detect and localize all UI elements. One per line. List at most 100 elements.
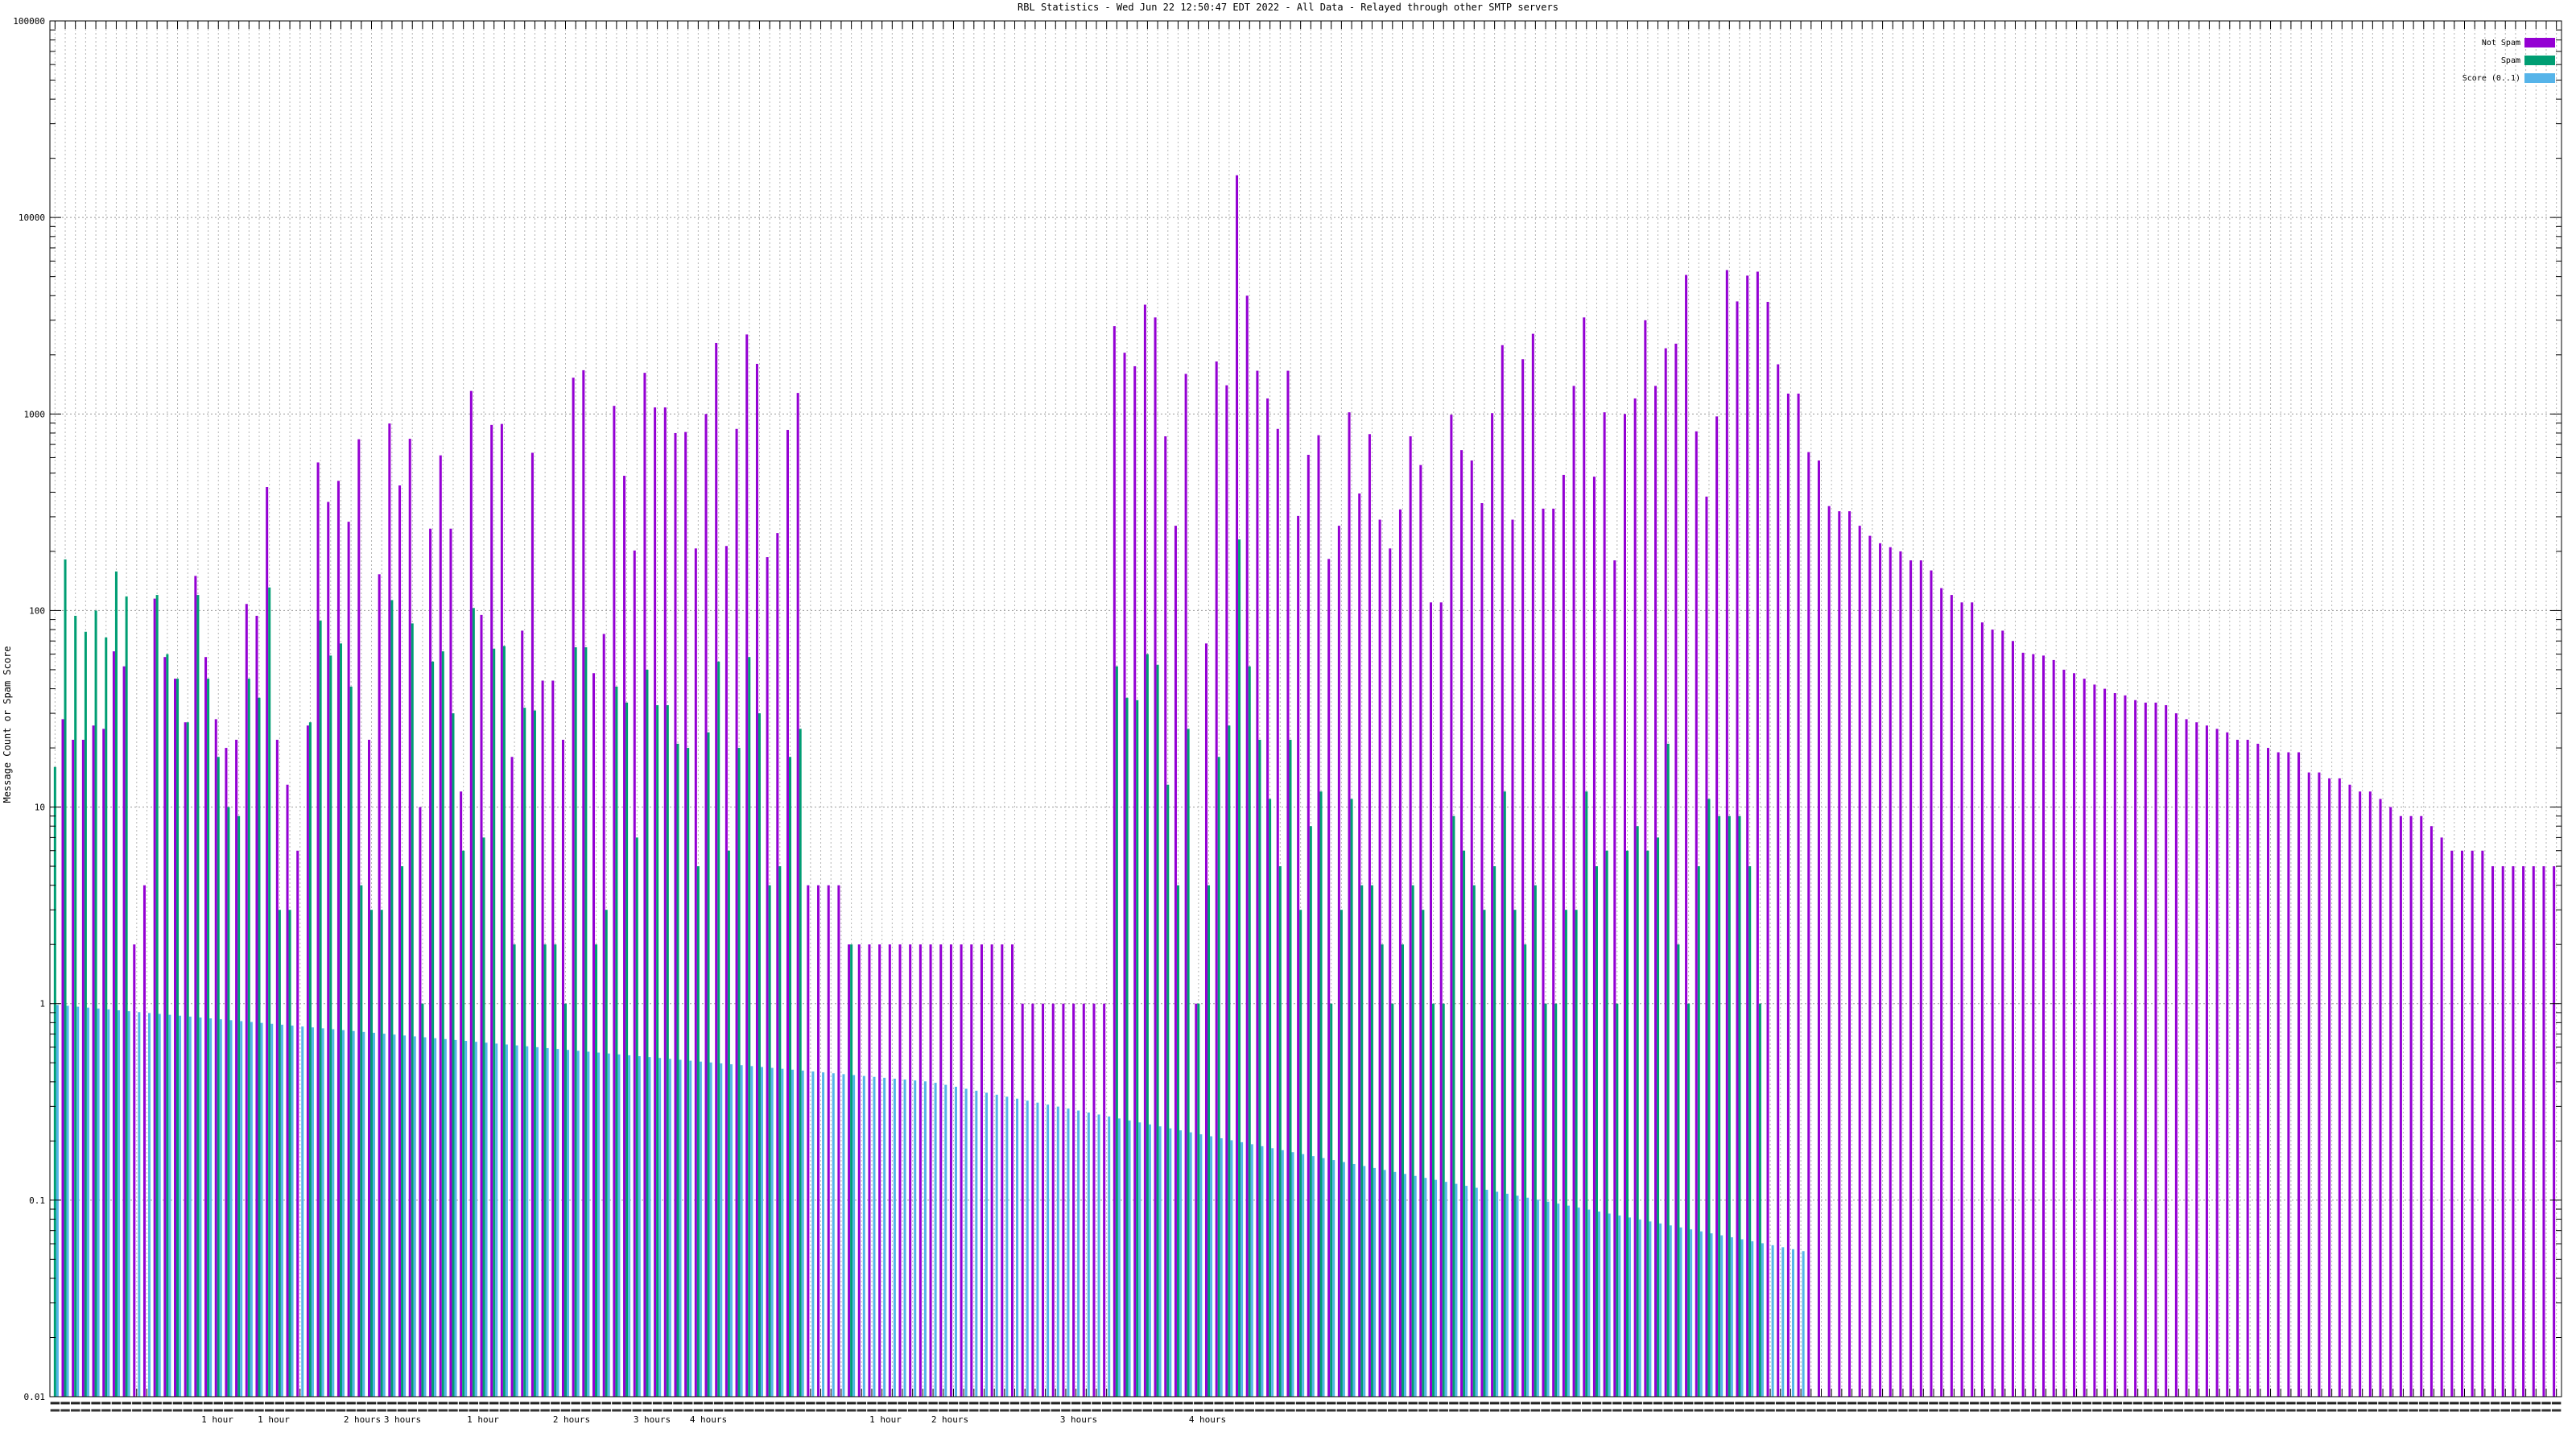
x-tick-label: 3 hours	[1060, 1414, 1097, 1425]
bar-spam	[217, 757, 220, 1397]
bar-spam	[1401, 944, 1404, 1397]
bar-spam	[1309, 826, 1312, 1397]
bar-not-spam	[153, 598, 156, 1397]
bar-score	[56, 1005, 59, 1397]
bar-spam	[1381, 944, 1384, 1397]
bar-not-spam	[133, 944, 136, 1397]
bar-not-spam	[735, 428, 738, 1397]
bar-not-spam	[408, 439, 411, 1397]
bar-spam	[748, 657, 751, 1397]
bar-not-spam	[225, 748, 228, 1397]
bar-score	[413, 1036, 416, 1397]
bar-spam	[1707, 799, 1711, 1397]
bar-spam	[778, 866, 782, 1397]
bar-spam	[717, 661, 720, 1397]
bar-not-spam	[776, 533, 779, 1397]
bar-not-spam	[949, 944, 952, 1397]
bar-score	[1210, 1136, 1213, 1397]
bar-not-spam	[724, 546, 728, 1397]
bar-not-spam	[61, 719, 64, 1397]
bar-not-spam	[1266, 398, 1269, 1397]
bar-not-spam	[766, 557, 769, 1397]
bar-not-spam	[388, 423, 391, 1397]
bar-not-spam	[1286, 370, 1290, 1397]
bar-not-spam	[1419, 464, 1422, 1397]
bar-not-spam	[602, 634, 605, 1397]
bar-not-spam	[378, 574, 381, 1397]
chart-title: RBL Statistics - Wed Jun 22 12:50:47 EDT…	[1018, 2, 1558, 13]
bar-not-spam	[541, 680, 544, 1397]
bar-score	[97, 1008, 100, 1397]
bar-score	[1097, 1114, 1100, 1397]
bar-score	[1281, 1150, 1284, 1397]
bar-score	[373, 1032, 376, 1397]
bar-spam	[1503, 791, 1506, 1397]
bar-not-spam	[419, 807, 422, 1397]
bar-not-spam	[1807, 452, 1810, 1397]
bar-score	[995, 1094, 998, 1397]
bar-not-spam	[2379, 799, 2382, 1397]
bar-not-spam	[347, 522, 350, 1397]
bar-spam	[431, 661, 435, 1397]
bar-score	[689, 1060, 692, 1397]
bar-score	[117, 1010, 120, 1397]
bar-not-spam	[1562, 474, 1565, 1397]
bar-spam	[1524, 944, 1527, 1397]
bar-score	[668, 1059, 671, 1397]
bar-spam	[513, 944, 516, 1397]
bar-spam	[666, 704, 669, 1397]
bar-spam	[1728, 815, 1731, 1397]
bar-score	[1383, 1170, 1386, 1397]
bar-not-spam	[939, 944, 943, 1397]
bar-not-spam	[2032, 654, 2035, 1397]
bar-score	[1077, 1110, 1080, 1397]
bar-score	[1158, 1126, 1162, 1397]
bar-not-spam	[1327, 559, 1331, 1397]
bar-spam	[166, 654, 169, 1397]
bar-score	[1475, 1187, 1478, 1397]
bar-not-spam	[2440, 837, 2443, 1397]
bar-score	[1505, 1193, 1509, 1397]
bar-not-spam	[1531, 333, 1534, 1397]
bar-score	[1261, 1146, 1264, 1397]
bar-spam	[1269, 799, 1272, 1397]
bar-score	[628, 1055, 631, 1397]
bar-not-spam	[2124, 695, 2127, 1397]
bar-spam	[595, 944, 598, 1397]
bar-not-spam	[2134, 700, 2137, 1397]
bar-score	[1138, 1122, 1141, 1397]
y-tick-label: 1	[39, 999, 45, 1009]
bar-spam	[390, 600, 394, 1397]
bar-spam	[1350, 799, 1353, 1397]
bar-not-spam	[1439, 602, 1443, 1397]
bar-score	[1751, 1241, 1754, 1397]
bar-not-spam	[1225, 385, 1228, 1397]
bar-spam	[105, 637, 108, 1397]
bar-not-spam	[449, 528, 452, 1397]
bar-score	[86, 1007, 89, 1397]
bar-score	[423, 1037, 427, 1397]
legend-swatch-not-spam	[2524, 38, 2555, 47]
bar-spam	[605, 910, 608, 1397]
bar-not-spam	[112, 651, 115, 1397]
bar-spam	[1513, 910, 1517, 1397]
bar-score	[474, 1042, 477, 1397]
bar-spam	[502, 646, 506, 1397]
bar-spam	[1370, 885, 1373, 1397]
bar-score	[985, 1092, 989, 1397]
bar-spam	[1330, 1003, 1333, 1397]
bar-spam	[421, 1003, 424, 1397]
bar-not-spam	[2532, 866, 2535, 1397]
bar-spam	[850, 944, 853, 1397]
bar-score	[362, 1031, 365, 1397]
bar-score	[1271, 1148, 1274, 1397]
y-tick-label: 0.01	[24, 1392, 46, 1402]
bar-not-spam	[2267, 748, 2270, 1397]
bar-score	[250, 1022, 253, 1397]
bar-not-spam	[857, 944, 861, 1397]
bar-not-spam	[1389, 548, 1392, 1397]
bar-spam	[1554, 1003, 1558, 1397]
bar-score	[954, 1087, 957, 1397]
bar-score	[709, 1062, 712, 1397]
